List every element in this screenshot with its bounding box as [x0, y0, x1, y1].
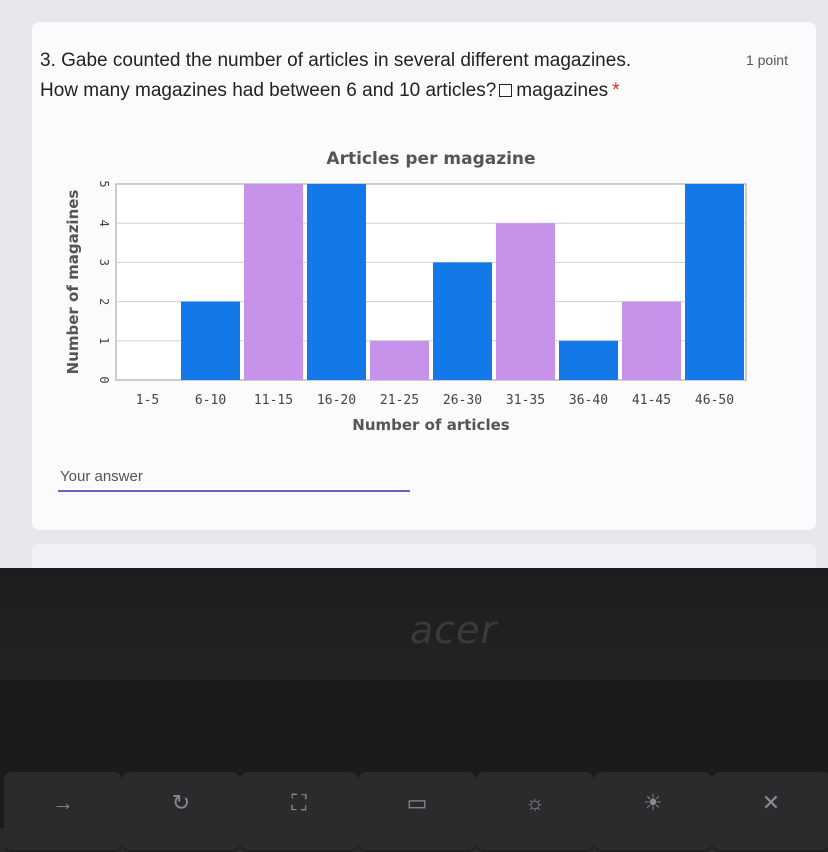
brightness-up-icon[interactable]: ☀	[594, 772, 712, 852]
question-prompt-text: How many magazines had between 6 and 10 …	[40, 80, 497, 101]
bar	[685, 184, 744, 380]
bar	[244, 184, 303, 380]
bar	[496, 223, 555, 380]
keyboard: → ↻ ⛶ ▭ ☼ ☀ ✕	[0, 680, 828, 852]
fullscreen-icon[interactable]: ⛶	[240, 772, 358, 852]
bar	[559, 340, 618, 380]
x-tick-label: 16-20	[317, 393, 356, 408]
answer-input[interactable]: Your answer	[60, 468, 143, 485]
screen: 3. Gabe counted the number of articles i…	[0, 0, 828, 568]
question-unit: magazines	[516, 80, 609, 101]
refresh-icon[interactable]: ↻	[122, 772, 240, 852]
bar	[307, 184, 366, 380]
x-tick-label: 11-15	[254, 393, 293, 408]
x-tick-label: 31-35	[506, 393, 545, 408]
x-tick-label: 1-5	[136, 393, 159, 408]
x-tick-label: 41-45	[632, 393, 671, 408]
bar	[622, 301, 681, 380]
bar	[370, 340, 429, 380]
y-axis-label: Number of magazines	[64, 190, 82, 375]
bar	[433, 262, 492, 380]
y-tick-label: 3	[97, 259, 111, 266]
y-tick-label: 1	[97, 337, 111, 344]
overview-icon[interactable]: ▭	[358, 772, 476, 852]
x-tick-label: 21-25	[380, 393, 419, 408]
x-tick-label: 6-10	[195, 393, 226, 408]
points-label: 1 point	[745, 52, 788, 68]
answer-underline	[58, 490, 410, 492]
brightness-down-icon[interactable]: ☼	[476, 772, 594, 852]
bar-chart: 0 1 2 3 4 5 1-5 6-10 11-15 16-20 21-25 26-30 31-35 36…	[64, 149, 747, 434]
bar	[181, 301, 240, 380]
required-mark: *	[612, 80, 620, 101]
chart-title: Articles per magazine	[326, 149, 535, 169]
y-tick-label: 0	[97, 376, 111, 383]
question-text: 3. Gabe counted the number of articles i…	[40, 50, 632, 71]
blank-box-icon	[499, 84, 513, 97]
arrow-right-icon[interactable]: →	[4, 772, 122, 852]
question-card: 3. Gabe counted the number of articles i…	[32, 22, 816, 530]
brand-logo: acer	[410, 608, 498, 652]
x-axis-label: Number of articles	[352, 416, 509, 434]
next-question-card	[32, 544, 816, 568]
y-tick-label: 5	[97, 180, 111, 187]
x-tick-label: 36-40	[569, 393, 608, 408]
x-tick-label: 46-50	[695, 393, 734, 408]
question-prompt: How many magazines had between 6 and 10 …	[40, 80, 620, 102]
y-tick-label: 4	[97, 220, 111, 227]
laptop-bezel: acer	[0, 568, 828, 680]
mute-icon[interactable]: ✕	[712, 772, 828, 852]
x-tick-label: 26-30	[443, 393, 482, 408]
y-tick-label: 2	[97, 298, 111, 305]
